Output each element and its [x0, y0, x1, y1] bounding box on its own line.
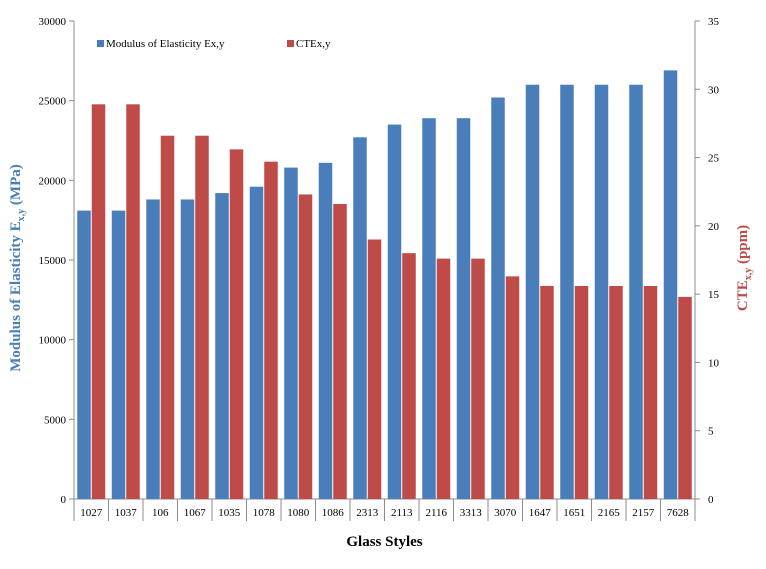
x-tick-label: 1078	[253, 507, 276, 519]
ticks: 0 5000 10000 15000 20000 25000 30000 0 5 10 15 20 25…	[39, 16, 720, 521]
bar-modulus	[284, 167, 298, 499]
bar-cte	[643, 285, 658, 499]
right-tick-label: 20	[708, 221, 720, 233]
bar-modulus	[456, 118, 471, 500]
x-tick-label: 1037	[115, 507, 138, 519]
bar-cte	[264, 161, 278, 499]
bar-cte	[471, 258, 485, 499]
bar-modulus	[629, 84, 643, 499]
x-tick-label: 1080	[287, 507, 310, 519]
x-axis-title: Glass Styles	[346, 534, 422, 550]
bars	[77, 70, 692, 500]
x-tick-label: 1647	[529, 507, 552, 519]
right-tick-label: 15	[708, 289, 720, 301]
left-tick-label: 15000	[39, 255, 67, 267]
bar-modulus	[663, 70, 678, 499]
bar-cte	[678, 296, 692, 499]
x-tick-label: 106	[152, 507, 169, 519]
bar-modulus	[525, 84, 540, 499]
right-axis-title: CTEx,y (ppm)	[735, 225, 754, 311]
bar-cte	[91, 104, 106, 500]
bar-cte	[333, 204, 347, 499]
x-tick-label: 1067	[184, 507, 207, 519]
bar-cte	[402, 253, 416, 499]
bar-cte	[195, 135, 209, 499]
right-tick-label: 5	[708, 426, 714, 438]
bar-modulus	[146, 199, 160, 499]
bar-modulus	[560, 84, 574, 499]
x-tick-label: 2313	[356, 507, 379, 519]
right-tick-label: 35	[708, 16, 720, 28]
legend-item-modulus: Modulus of Elasticity Ex,y	[97, 38, 225, 50]
left-tick-label: 20000	[39, 175, 67, 187]
bar-cte	[540, 285, 554, 499]
bar-modulus	[387, 124, 402, 500]
bar-modulus	[353, 137, 367, 499]
left-axis-title: Modulus of Elasticity Ex,y (MPa)	[8, 164, 27, 372]
x-tick-label: 2116	[425, 507, 447, 519]
left-tick-label: 30000	[39, 16, 67, 28]
bar-modulus	[215, 193, 229, 499]
right-tick-label: 10	[708, 357, 720, 369]
x-tick-label: 3070	[494, 507, 517, 519]
bar-modulus	[180, 199, 195, 499]
legend-swatch-modulus	[97, 40, 104, 47]
legend-label-cte: CTEx,y	[296, 38, 331, 50]
bar-modulus	[491, 97, 505, 499]
legend: Modulus of Elasticity Ex,y CTEx,y	[97, 38, 331, 50]
x-tick-label: 2113	[391, 507, 413, 519]
bar-cte	[298, 194, 313, 499]
right-tick-label: 25	[708, 153, 720, 165]
x-tick-label: 1086	[322, 507, 345, 519]
left-tick-label: 25000	[39, 96, 67, 108]
bar-cte	[160, 135, 175, 499]
bar-modulus	[594, 84, 609, 499]
bar-cte	[609, 285, 623, 499]
bar-cte	[505, 276, 520, 499]
bar-cte	[574, 285, 589, 499]
left-tick-label: 10000	[39, 335, 67, 347]
x-tick-label: 2157	[632, 507, 655, 519]
legend-label-modulus: Modulus of Elasticity Ex,y	[106, 38, 225, 50]
right-tick-label: 30	[708, 84, 720, 96]
legend-swatch-cte	[287, 40, 294, 47]
legend-item-cte: CTEx,y	[287, 38, 331, 50]
bar-modulus	[77, 210, 91, 499]
bar-cte	[126, 104, 140, 500]
axis-labels: Glass Styles Modulus of Elasticity Ex,y (…	[8, 164, 754, 550]
bar-modulus	[249, 186, 264, 499]
bar-modulus	[422, 118, 436, 500]
right-tick-label: 0	[708, 494, 714, 506]
bar-cte	[367, 239, 382, 499]
left-tick-label: 5000	[44, 414, 67, 426]
x-tick-label: 1035	[218, 507, 241, 519]
x-tick-label: 3313	[460, 507, 483, 519]
bar-modulus	[318, 162, 333, 499]
x-tick-label: 2165	[598, 507, 621, 519]
bar-cte	[436, 258, 451, 499]
x-tick-label: 7628	[667, 507, 690, 519]
bar-cte	[229, 149, 244, 499]
left-tick-label: 0	[61, 494, 67, 506]
x-tick-label: 1027	[80, 507, 103, 519]
bar-modulus	[111, 210, 126, 499]
x-tick-label: 1651	[563, 507, 585, 519]
